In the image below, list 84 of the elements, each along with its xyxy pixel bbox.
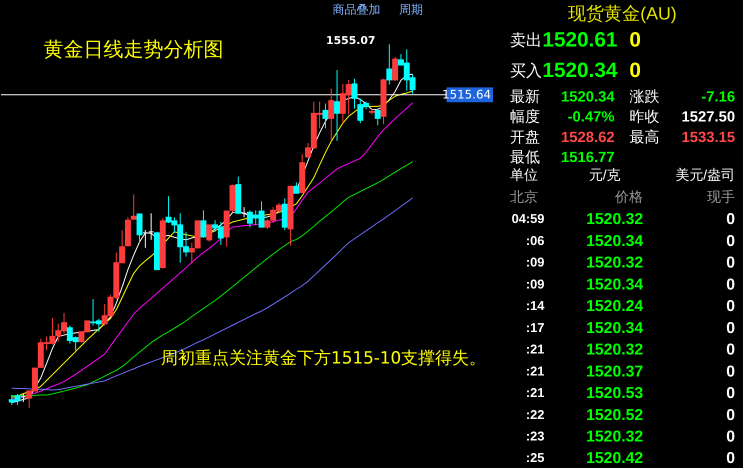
text: :17: [526, 320, 544, 335]
text: 1520.32: [586, 428, 644, 446]
text: 0: [726, 406, 736, 424]
text: :14: [526, 298, 546, 314]
text: 1520.34: [586, 276, 644, 294]
text: 1520.34: [561, 90, 616, 106]
text: 最新: [510, 88, 540, 106]
text: 0: [726, 363, 736, 380]
text: 0: [726, 342, 736, 359]
text: 04:59: [512, 211, 544, 226]
candlestick: [241, 206, 248, 218]
text: 0: [726, 428, 736, 446]
annotation: 1555.07: [326, 34, 376, 48]
text: 周期: [399, 2, 424, 17]
text: 1520.32: [586, 254, 644, 272]
text: 0: [726, 254, 736, 272]
text: 1520.32: [586, 342, 644, 359]
text: 1520.53: [586, 385, 644, 402]
candlestick: [392, 56, 398, 82]
candlestick: [293, 182, 300, 194]
text: :06: [526, 232, 544, 248]
text: 卖出: [510, 31, 542, 50]
text: 0: [726, 320, 736, 337]
text: 北京: [510, 188, 538, 204]
text: 单位: [510, 166, 538, 183]
text: 1515.64: [442, 88, 492, 102]
text: 价格: [614, 188, 644, 204]
text: 最高: [629, 129, 660, 146]
text: 美元/盎司: [675, 166, 736, 183]
text: 0: [629, 28, 641, 52]
text: 幅度: [510, 108, 540, 126]
text: :21: [526, 385, 544, 400]
text: 1520.32: [586, 211, 644, 228]
text: 昨收: [629, 108, 660, 126]
text: 现货黄金(AU): [568, 4, 677, 24]
text: 1520.61: [542, 28, 618, 52]
text: -7.16: [701, 90, 736, 106]
text: 1520.24: [586, 298, 644, 316]
candlestick: [142, 230, 148, 248]
text: :25: [526, 450, 544, 466]
text: 0: [726, 232, 736, 250]
candlestick: [282, 198, 288, 230]
text: 1520.34: [586, 320, 644, 337]
candlestick: [136, 212, 143, 244]
text: 1520.37: [586, 363, 644, 380]
text: 0: [726, 276, 736, 294]
candlestick: [206, 224, 212, 242]
text: 1520.42: [586, 450, 644, 468]
text: 1520.52: [586, 406, 644, 424]
text: 现手: [707, 188, 736, 204]
candlestick: [130, 194, 137, 221]
text: :21: [526, 363, 544, 378]
candlestick: [334, 70, 340, 142]
text: :22: [526, 406, 544, 422]
text: -0.47%: [568, 109, 615, 126]
candlestick: [200, 210, 206, 238]
text: 0: [726, 450, 736, 468]
candlestick: [374, 108, 381, 126]
candlestick: [386, 44, 392, 86]
candlestick: [148, 212, 154, 240]
text: :09: [526, 254, 544, 270]
text: 1527.50: [682, 109, 736, 126]
text: 1520.34: [586, 232, 644, 250]
text: 1528.62: [561, 130, 615, 146]
text: 商品叠加: [332, 2, 381, 17]
text: 1516.77: [561, 150, 615, 166]
text: 0: [726, 385, 736, 402]
text: 0: [726, 211, 736, 228]
candlestick: [322, 103, 328, 129]
text: 0: [629, 58, 641, 82]
text: 买入: [510, 62, 542, 80]
text: 开盘: [510, 129, 540, 146]
text: :09: [526, 276, 544, 292]
text: 1533.15: [682, 130, 736, 146]
text: 1520.34: [542, 58, 618, 82]
text: 元/克: [588, 166, 621, 183]
chart-title: 黄金日线走势分析图: [43, 38, 224, 62]
text: 涨跌: [629, 88, 660, 106]
text: 0: [726, 298, 736, 316]
candlestick: [328, 88, 334, 142]
candlestick: [352, 78, 358, 110]
text: :23: [526, 428, 544, 444]
text: 最低: [510, 150, 540, 166]
text: :21: [526, 342, 544, 357]
